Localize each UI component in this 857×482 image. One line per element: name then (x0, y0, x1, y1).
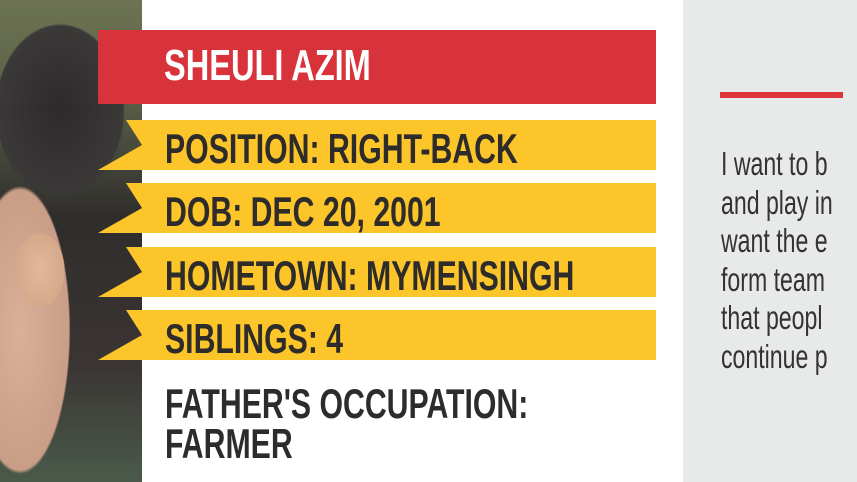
quote-line: and play in (721, 183, 833, 221)
fact-hometown: HOMETOWN: MYMENSINGH (165, 252, 575, 299)
quote-line: want the e (721, 222, 828, 259)
fact-position: POSITION: RIGHT-BACK (165, 125, 518, 172)
occupation-value: FARMER (165, 420, 293, 467)
quote-panel: I want to b and play in want the e form … (683, 0, 857, 482)
father-occupation: FATHER'S OCCUPATION: FARMER (165, 380, 529, 467)
quote-line: I want to b (721, 145, 828, 182)
quote-line: form team (721, 260, 825, 298)
occupation-label: FATHER'S OCCUPATION: (165, 380, 529, 427)
fact-banner-hometown (98, 247, 656, 297)
fact-banner-dob (98, 183, 656, 233)
fact-siblings: SIBLINGS: 4 (165, 315, 344, 362)
fact-dob: DOB: DEC 20, 2001 (165, 188, 441, 235)
player-name: SHEULI AZIM (164, 41, 371, 90)
quote-text: I want to b and play in want the e form … (721, 145, 833, 376)
name-banner: SHEULI AZIM (98, 30, 656, 104)
quote-line: that peopl (721, 299, 823, 336)
accent-rule (720, 92, 843, 98)
fact-banner-siblings (98, 310, 656, 360)
quote-line: continue p (721, 337, 828, 375)
fact-banner-position (98, 120, 656, 170)
